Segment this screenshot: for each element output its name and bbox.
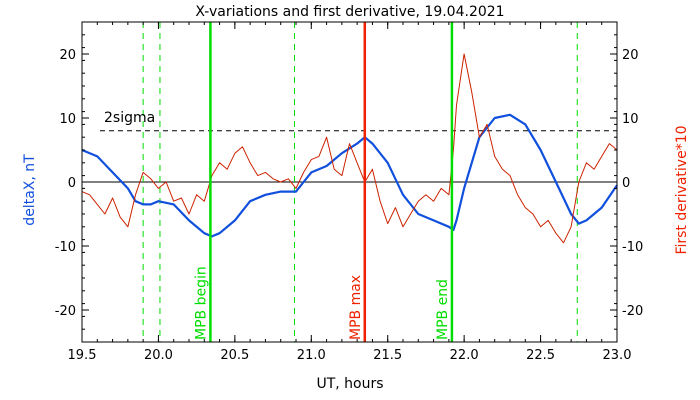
x-tick-label-6: 22.5 xyxy=(526,348,555,363)
y-left-tick-label-0: 20 xyxy=(59,48,76,63)
x-tick-label-7: 23.0 xyxy=(603,348,632,363)
y-right-tick-label-2: 0 xyxy=(622,176,630,191)
reference-lines xyxy=(82,22,617,342)
x-axis-title: UT, hours xyxy=(316,376,383,392)
y-left-tick-label-3: -10 xyxy=(55,240,76,255)
derivative-series-line xyxy=(81,53,618,244)
x-tick-label-4: 21.5 xyxy=(373,348,402,363)
right-y-axis-title: First derivative*10 xyxy=(674,125,690,254)
marker-label-1: MPB max xyxy=(348,275,364,340)
x-tick-label-0: 19.5 xyxy=(68,348,97,363)
marker-layer: MPB begin MPB max MPB end xyxy=(193,22,454,342)
x-tick-label-2: 20.5 xyxy=(220,348,249,363)
left-y-axis-title: deltaX, nT xyxy=(22,154,38,226)
x-tick-label-3: 21.0 xyxy=(297,348,326,363)
y-left-tick-label-4: -20 xyxy=(55,304,76,319)
y-left-tick-label-1: 10 xyxy=(59,112,76,127)
chart-title: X-variations and first derivative, 19.04… xyxy=(195,4,504,20)
y-right-tick-label-0: 20 xyxy=(622,48,639,63)
series-layer xyxy=(81,53,618,244)
tick-layer: 19.5 20.0 20.5 21.0 21.5 22.0 22.5 23.0 20 10 0 -10… xyxy=(55,21,643,363)
marker-label-2: MPB end xyxy=(435,279,451,340)
y-right-tick-label-1: 10 xyxy=(622,112,639,127)
y-left-tick-label-2: 0 xyxy=(68,176,76,191)
x-tick-label-5: 22.0 xyxy=(450,348,479,363)
y-right-tick-label-3: -10 xyxy=(622,240,643,255)
x-tick-label-1: 20.0 xyxy=(144,348,173,363)
marker-label-0: MPB begin xyxy=(193,266,209,340)
y-right-tick-label-4: -20 xyxy=(622,304,643,319)
sigma-label: 2sigma xyxy=(104,110,155,126)
deltax-series-line xyxy=(81,113,618,238)
